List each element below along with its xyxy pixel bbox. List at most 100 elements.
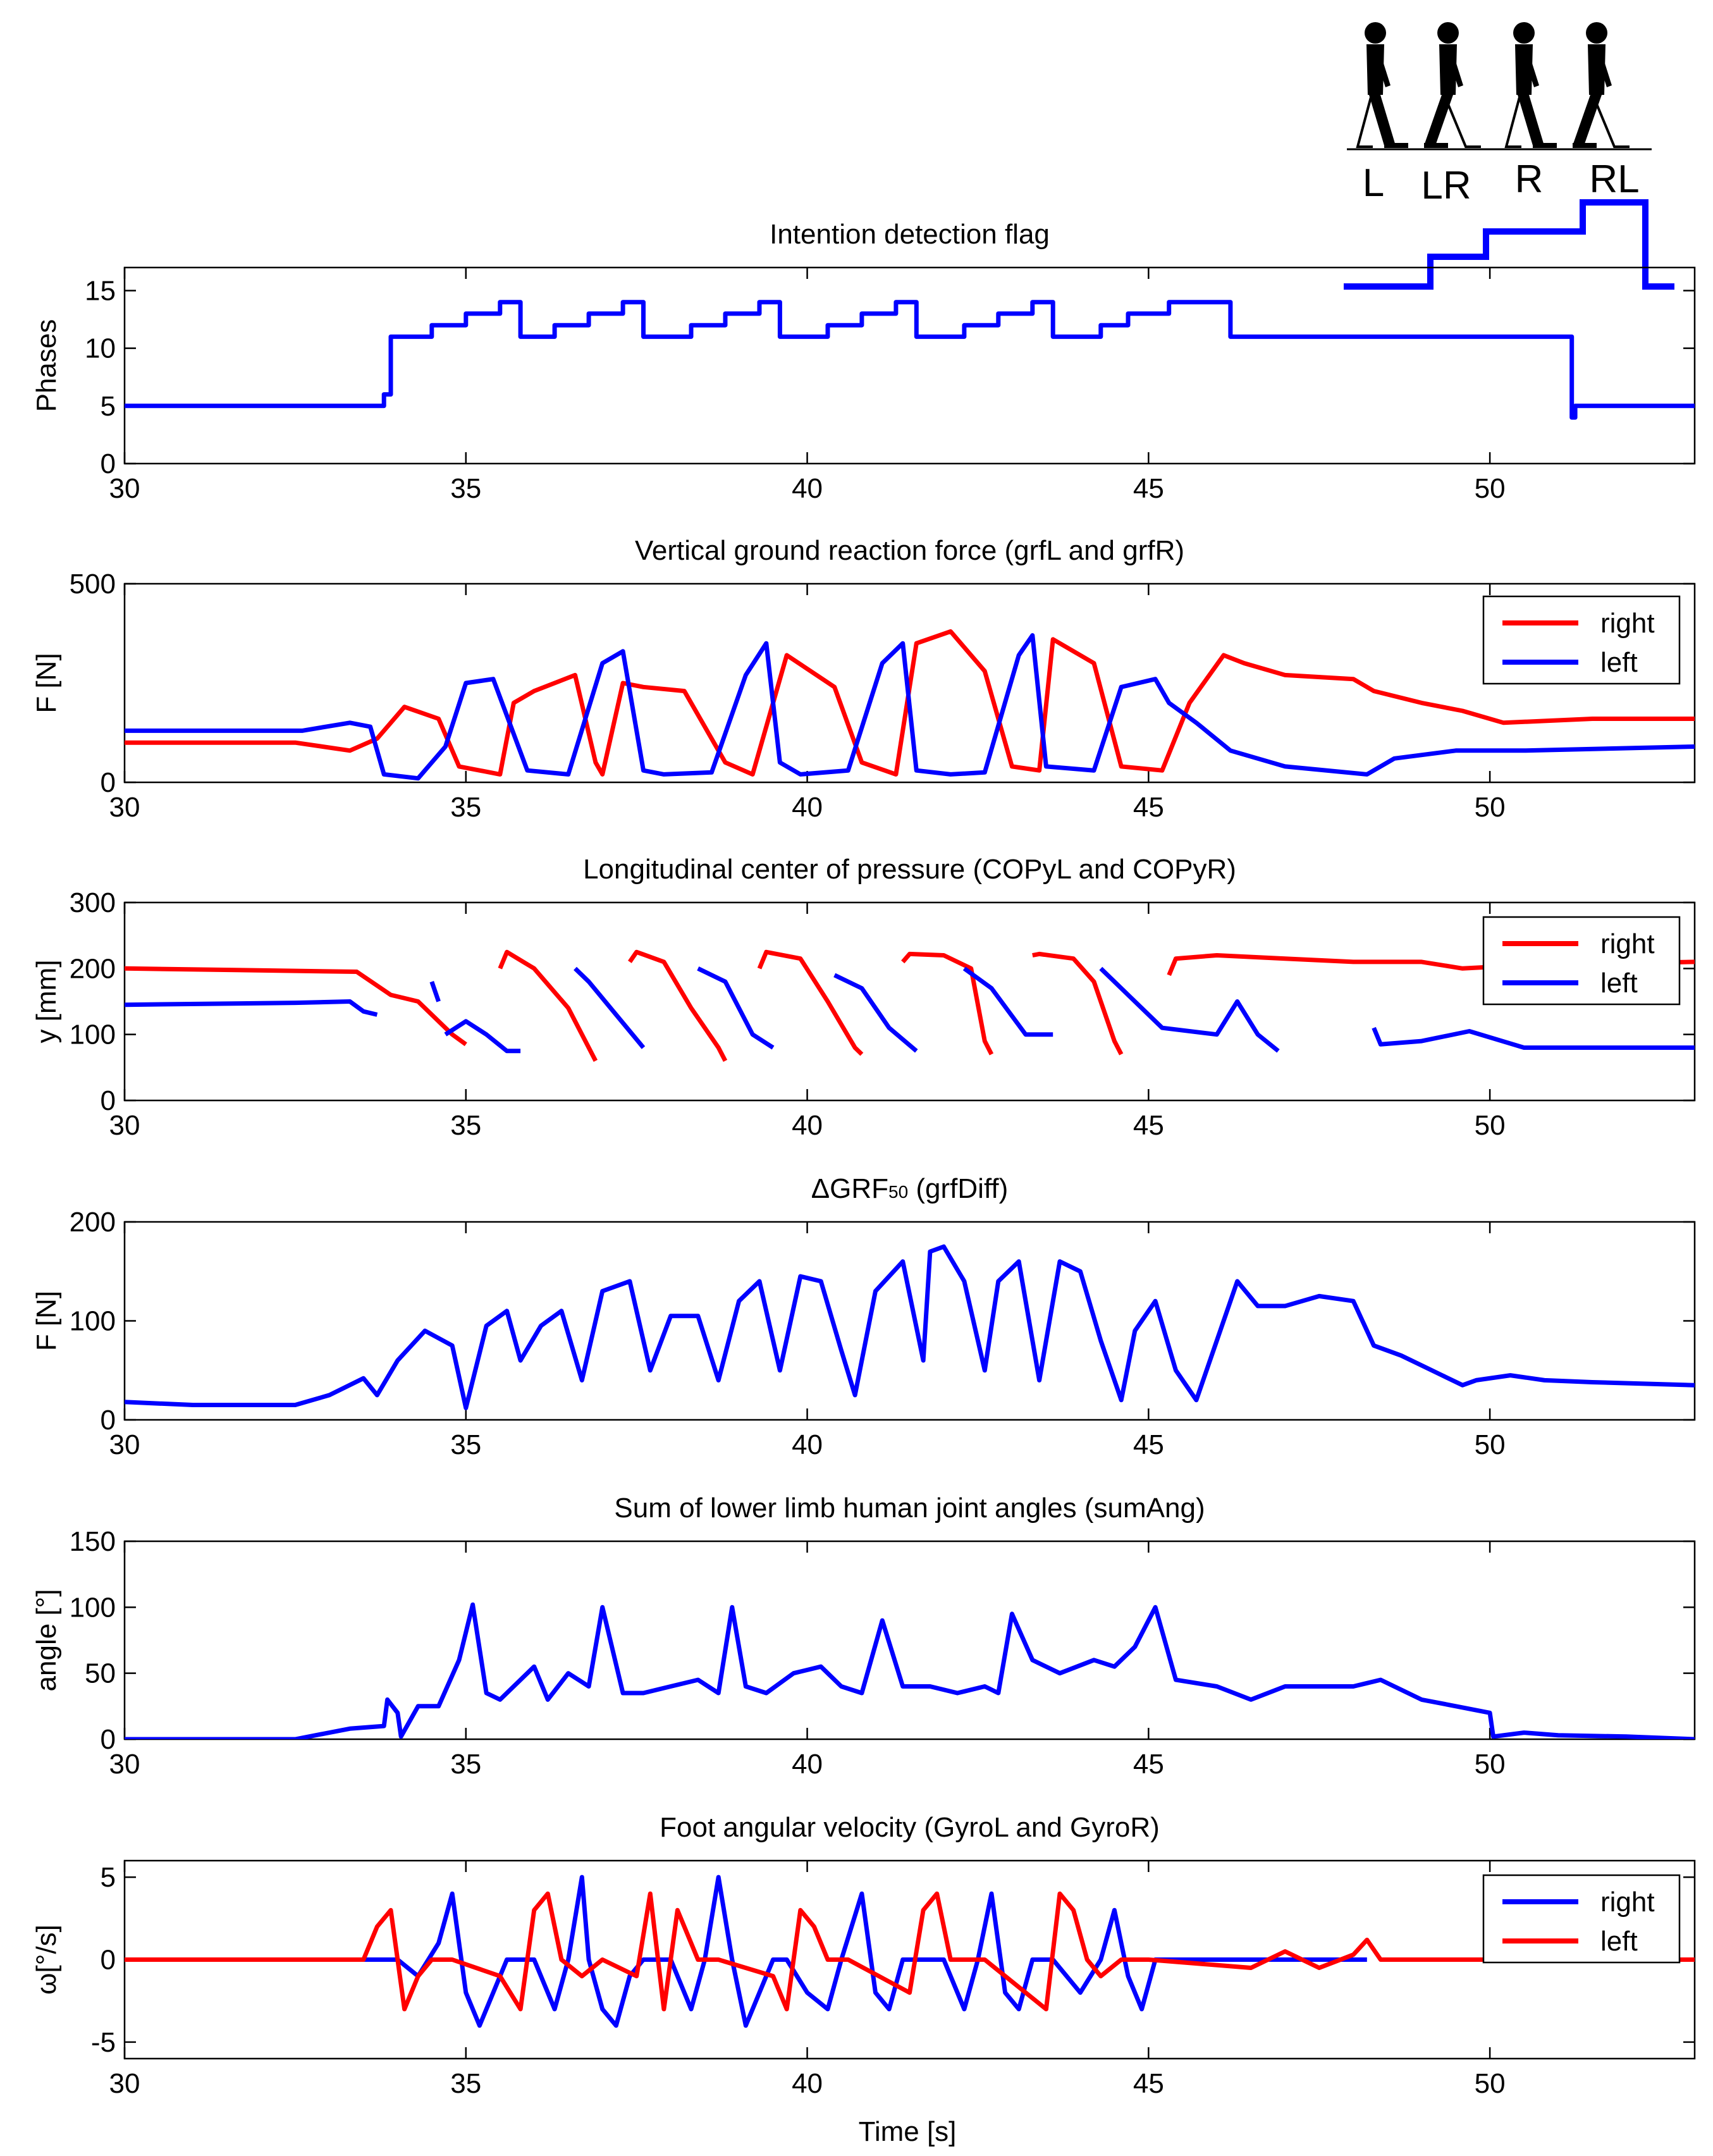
x-tick-label: 30 <box>109 1429 140 1460</box>
title-subscript: 50 <box>888 1182 908 1202</box>
walker-arm <box>1447 49 1463 87</box>
walker-head <box>1586 22 1607 44</box>
x-tick-label: 50 <box>1475 792 1506 823</box>
panel-title: Intention detection flag <box>770 219 1050 250</box>
series-line <box>125 966 467 1047</box>
x-tick-label: 50 <box>1475 1110 1506 1141</box>
legend-box <box>1482 595 1681 685</box>
series-line <box>962 966 1053 1037</box>
plot-area <box>125 1244 1695 1410</box>
axes-box <box>123 1221 1696 1421</box>
series-line <box>1099 966 1280 1053</box>
y-tick-label: 100 <box>70 1019 116 1050</box>
plot-area <box>125 1875 1695 2028</box>
x-tick-label: 30 <box>109 792 140 823</box>
title-rest: (grfDiff) <box>908 1173 1008 1204</box>
panel-grfdiff: ΔGRF50 (grfDiff) 30 35 40 45 50 0 100 200 F [N] <box>31 1173 1696 1460</box>
x-tick-label: 30 <box>109 1749 140 1780</box>
x-tick-label: 30 <box>109 1110 140 1141</box>
series-line <box>498 949 598 1063</box>
series-right <box>125 629 1695 777</box>
series-line <box>757 949 864 1056</box>
y-tick-label: 5 <box>101 1862 116 1893</box>
x-tick-label: 35 <box>450 792 481 823</box>
walker-leg-front <box>1518 95 1544 145</box>
legend-label: left <box>1600 647 1638 678</box>
x-tick-label: 45 <box>1133 473 1164 504</box>
series-line <box>125 999 378 1017</box>
plot-area <box>125 1602 1695 1739</box>
x-tick-label: 45 <box>1133 1749 1164 1780</box>
panel-grf: Vertical ground reaction force (grfL and… <box>31 535 1696 823</box>
y-tick-label: 50 <box>85 1658 116 1689</box>
x-tick-label: 40 <box>792 2068 823 2099</box>
walker-leg-back <box>1592 94 1630 148</box>
y-tick-label: 0 <box>101 1945 116 1976</box>
legend-label: left <box>1600 968 1638 999</box>
legend: right left <box>1482 595 1681 685</box>
series-line <box>833 973 918 1053</box>
series-line <box>125 1875 1367 2028</box>
x-tick-label: 45 <box>1133 1110 1164 1141</box>
y-tick-label: 500 <box>70 569 116 600</box>
walker-leg-back <box>1443 94 1481 148</box>
series-sumAng <box>125 1602 1695 1739</box>
y-axis-label: F [N] <box>31 653 62 713</box>
series-line <box>697 966 775 1050</box>
legend-label: left <box>1600 1926 1638 1957</box>
series-line <box>125 1602 1695 1739</box>
legend-label: right <box>1600 928 1655 959</box>
x-tick-label: 45 <box>1133 792 1164 823</box>
walker-figure <box>1424 22 1481 148</box>
plot-area <box>125 300 1695 420</box>
series-line <box>1032 951 1124 1056</box>
y-axis-label: F [N] <box>31 1291 62 1351</box>
x-tick-label: 30 <box>109 473 140 504</box>
y-tick-label: 0 <box>101 1405 116 1436</box>
phase-label-lr: LR <box>1421 164 1471 207</box>
walker-arm <box>1523 49 1539 87</box>
panel-title: Sum of lower limb human joint angles (su… <box>614 1493 1205 1524</box>
walker-leg-back <box>1504 94 1521 148</box>
walker-head <box>1437 22 1459 44</box>
series-left <box>125 966 1695 1054</box>
walker-leg-front <box>1424 95 1453 145</box>
phase-label-l: L <box>1363 161 1384 205</box>
walker-arm <box>1595 49 1612 87</box>
y-tick-label: 0 <box>101 1724 116 1755</box>
y-tick-label: 300 <box>70 887 116 918</box>
walking-phase-illustration: L LR R RL <box>1344 22 1674 290</box>
walker-leg-front <box>1573 95 1602 145</box>
phase-staircase <box>1344 199 1674 290</box>
x-tick-label: 40 <box>792 1429 823 1460</box>
plot-area <box>125 949 1695 1063</box>
phase-label-r: R <box>1515 157 1544 201</box>
series-line <box>628 949 728 1063</box>
y-tick-label: 5 <box>101 391 116 422</box>
series-left <box>125 1891 1695 2012</box>
walker-figure <box>1504 22 1557 148</box>
panel-title: ΔGRF50 (grfDiff) <box>811 1173 1009 1204</box>
axes-box <box>123 901 1696 1102</box>
x-axis-label: Time [s] <box>859 2116 957 2147</box>
y-axis-label: ω[°/s] <box>31 1925 62 1995</box>
legend: right left <box>1482 916 1681 1006</box>
plot-area <box>125 629 1695 781</box>
series-line <box>1372 1026 1695 1050</box>
x-tick-label: 50 <box>1475 473 1506 504</box>
x-tick-label: 50 <box>1475 2068 1506 2099</box>
axes-box <box>123 266 1696 465</box>
walker-arm <box>1374 49 1391 87</box>
x-tick-label: 40 <box>792 792 823 823</box>
x-tick-label: 50 <box>1475 1429 1506 1460</box>
x-tick-label: 35 <box>450 1429 481 1460</box>
x-tick-label: 45 <box>1133 1429 1164 1460</box>
x-tick-label: 40 <box>792 473 823 504</box>
y-axis-label: angle [°] <box>31 1589 62 1692</box>
y-tick-label: -5 <box>91 2027 116 2058</box>
panel-gyro: Foot angular velocity (GyroL and GyroR) 3… <box>31 1812 1696 2099</box>
legend-box <box>1482 1874 1681 1964</box>
series-line <box>444 1019 521 1054</box>
panel-title: Longitudinal center of pressure (COPyL a… <box>583 854 1236 885</box>
